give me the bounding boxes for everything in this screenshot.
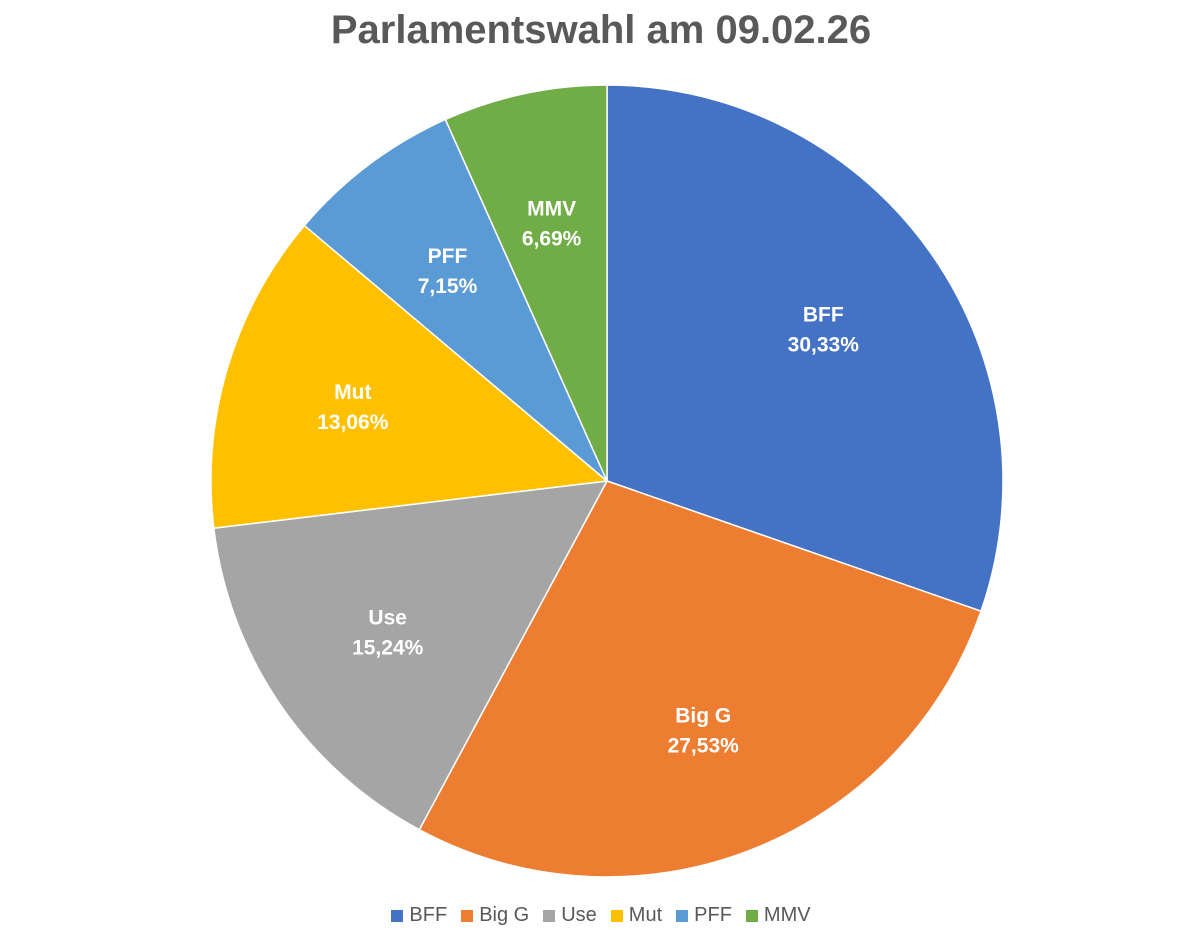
pie-slice-bff [606,84,1004,613]
legend-swatch-pff [676,909,689,922]
legend-swatch-use [543,909,556,922]
legend-label-use: Use [561,904,597,926]
legend-item-use: Use [543,904,597,927]
legend-label-mmv: MMV [763,904,811,926]
legend-item-mut: Mut [610,904,663,927]
legend-item-bff: BFF [391,904,447,927]
slice-label-big-g: Big G 27,53% [668,704,740,757]
slice-label-mmv: MMV 6,69% [522,198,582,251]
legend-swatch-bff [391,909,404,922]
legend-swatch-big-g [461,909,474,922]
pie-slices [210,84,1004,878]
slice-label-mut: Mut 13,06% [317,381,389,434]
legend: BFF Big G Use Mut PFF MMV [0,904,1202,927]
legend-label-big-g: Big G [479,904,530,926]
pie-slice-mmv [444,84,608,482]
slice-label-bff: BFF 30,33% [788,303,860,356]
legend-item-mmv: MMV [745,904,811,927]
legend-item-pff: PFF [676,904,732,927]
slice-label-pff: PFF 7,15% [418,245,478,298]
legend-item-big-g: Big G [461,904,529,927]
pie-slice-big-g [418,480,982,878]
legend-swatch-mmv [745,909,758,922]
legend-label-bff: BFF [409,904,448,926]
slice-label-use: Use 15,24% [352,606,424,659]
pie-slice-mut [210,224,609,529]
pie-slice-pff [303,118,608,482]
legend-label-mut: Mut [628,904,663,926]
legend-swatch-mut [610,909,623,922]
legend-label-pff: PFF [694,904,732,926]
pie-labels: BFF 30,33% Big G 27,53% Use 15,24% Mut 13,06% PF… [317,198,859,758]
pie-slice-use [212,480,609,831]
chart-title: Parlamentswahl am 09.02.26 [330,8,872,52]
